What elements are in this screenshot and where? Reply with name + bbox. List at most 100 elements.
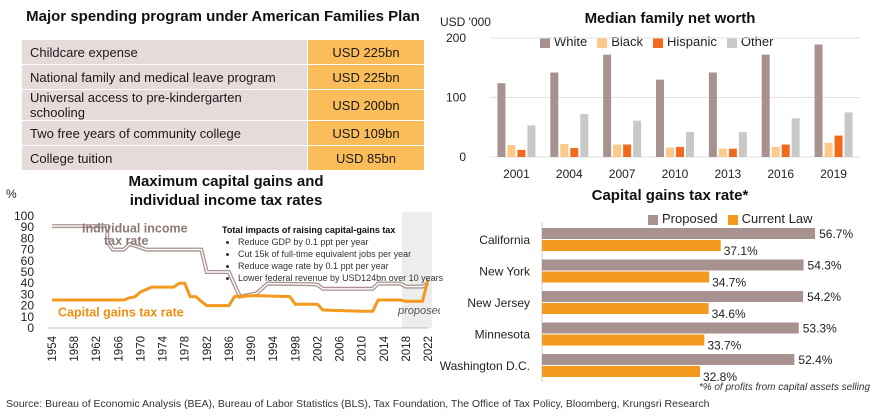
value-label-proposed: 54.3% bbox=[808, 259, 842, 273]
bar-current-law bbox=[542, 334, 705, 346]
bar-other bbox=[738, 132, 747, 157]
bar-current-law bbox=[542, 271, 710, 283]
legend-swatch bbox=[726, 37, 737, 48]
bar-black bbox=[613, 144, 622, 157]
value-label-proposed: 52.4% bbox=[798, 353, 832, 367]
networth-chart: USD '000 0 100 200 2001 2004 2007 2010 2013 2016 2… bbox=[440, 15, 860, 181]
x-tick-label: 1998 bbox=[290, 336, 302, 362]
y-tick-label: 60 bbox=[21, 254, 35, 268]
x-tick-label: 2019 bbox=[820, 167, 847, 181]
x-tick-label: 1982 bbox=[202, 336, 214, 362]
legend-swatch bbox=[648, 214, 658, 225]
bar-white bbox=[708, 72, 717, 157]
y-tick-label: 100 bbox=[14, 209, 34, 223]
bar-black bbox=[666, 147, 674, 157]
program-cell: College tuition bbox=[22, 145, 308, 171]
value-label-proposed: 54.2% bbox=[807, 290, 841, 304]
x-tick-label: 2016 bbox=[767, 167, 794, 181]
y-tick-label: 30 bbox=[21, 287, 35, 301]
bar-other bbox=[633, 120, 642, 157]
y-tick-label: 20 bbox=[21, 299, 35, 313]
x-tick-label: 1974 bbox=[158, 335, 170, 361]
y-tick-label: 70 bbox=[21, 243, 35, 257]
value-label-current: 32.8% bbox=[703, 370, 737, 382]
unit-label: USD '000 bbox=[440, 15, 491, 29]
legend-swatch bbox=[540, 37, 550, 48]
y-axis-label: % bbox=[6, 187, 17, 201]
bar-white bbox=[497, 83, 506, 157]
bar-hispanic bbox=[570, 148, 579, 157]
x-tick-label: 2018 bbox=[401, 336, 413, 362]
category-label: New York bbox=[479, 265, 531, 279]
bar-black bbox=[507, 145, 516, 157]
source-note: Source: Bureau of Economic Analysis (BEA… bbox=[6, 398, 710, 410]
x-tick-label: 2010 bbox=[357, 336, 369, 362]
bar-white bbox=[656, 79, 664, 157]
amount-cell: USD 225bn bbox=[307, 64, 424, 90]
x-tick-label: 2004 bbox=[556, 167, 583, 181]
bar-other bbox=[844, 112, 853, 157]
line-income-tax-inner bbox=[52, 225, 429, 298]
amount-cell: USD 109bn bbox=[307, 120, 424, 146]
legend-swatch bbox=[597, 37, 608, 48]
series-label-income: Individual income bbox=[82, 222, 188, 236]
bar-current-law bbox=[542, 303, 709, 314]
value-label-proposed: 53.3% bbox=[803, 322, 837, 336]
bar-white bbox=[603, 54, 612, 157]
networth-chart-title: Median family net worth bbox=[584, 10, 756, 27]
bar-hispanic bbox=[517, 149, 526, 157]
x-tick-label: 1986 bbox=[224, 336, 236, 362]
x-tick-label: 1994 bbox=[268, 335, 280, 361]
bar-proposed bbox=[542, 228, 816, 239]
x-tick-label: 1954 bbox=[47, 335, 59, 361]
cgt-chart-title: Capital gains tax rate* bbox=[591, 187, 749, 204]
taxrate-chart-title: Maximum capital gains and individual inc… bbox=[128, 173, 324, 209]
bar-other bbox=[527, 125, 536, 157]
cgt-footnote: *% of profits from capital assets sellin… bbox=[698, 382, 870, 393]
category-label: Washington D.C. bbox=[440, 359, 530, 373]
impact-title: Total impacts of raising capital-gains t… bbox=[222, 225, 396, 235]
value-label-current: 37.1% bbox=[724, 244, 758, 258]
category-label: New Jersey bbox=[467, 296, 530, 310]
category-label: California bbox=[479, 233, 530, 247]
bar-other bbox=[791, 118, 800, 157]
series-label-income-2: tax rate bbox=[104, 234, 149, 248]
y-tick-label: 50 bbox=[21, 265, 35, 279]
legend-swatch bbox=[653, 37, 664, 48]
bar-current-law bbox=[542, 240, 721, 251]
series-label-capital-gains: Capital gains tax rate bbox=[58, 306, 184, 320]
x-tick-label: 1966 bbox=[113, 336, 125, 362]
bar-proposed bbox=[542, 291, 804, 302]
line-capital-gains-tax bbox=[52, 279, 430, 313]
table-row: Universal access to pre-kindergarten sch… bbox=[22, 89, 424, 121]
bar-proposed bbox=[542, 354, 795, 365]
y-tick-label: 200 bbox=[446, 31, 466, 45]
x-tick-label: 2002 bbox=[312, 336, 324, 362]
amount-cell: USD 85bn bbox=[307, 145, 424, 171]
value-label-current: 34.7% bbox=[712, 276, 746, 290]
bar-other bbox=[580, 114, 589, 157]
bar-hispanic bbox=[781, 144, 790, 157]
bar-white bbox=[550, 72, 559, 157]
legend-swatch bbox=[727, 214, 738, 225]
amount-cell: USD 200bn bbox=[307, 89, 424, 121]
y-tick-label: 90 bbox=[21, 220, 35, 234]
legend-item: Proposed bbox=[648, 211, 718, 226]
x-tick-label: 2007 bbox=[609, 167, 636, 181]
bar-hispanic bbox=[728, 148, 737, 157]
table-row: Two free years of community college USD 1… bbox=[22, 120, 424, 146]
bar-black bbox=[718, 148, 727, 157]
value-label-proposed: 56.7% bbox=[819, 227, 853, 241]
x-tick-label: 1962 bbox=[91, 336, 103, 362]
y-tick-label: 10 bbox=[21, 310, 35, 324]
program-cell: Two free years of community college bbox=[22, 120, 308, 146]
x-tick-label: 2013 bbox=[715, 167, 742, 181]
table-row: Childcare expense USD 225bn bbox=[22, 40, 424, 65]
bar-black bbox=[560, 143, 569, 157]
y-tick-label: 80 bbox=[21, 231, 35, 245]
spending-table: Childcare expense USD 225bn National famil… bbox=[22, 40, 424, 171]
legend-label: Proposed bbox=[662, 211, 718, 226]
x-tick-label: 1978 bbox=[180, 336, 192, 362]
legend-label: Current Law bbox=[741, 211, 813, 226]
program-cell: Universal access to pre-kindergarten sch… bbox=[22, 89, 308, 121]
